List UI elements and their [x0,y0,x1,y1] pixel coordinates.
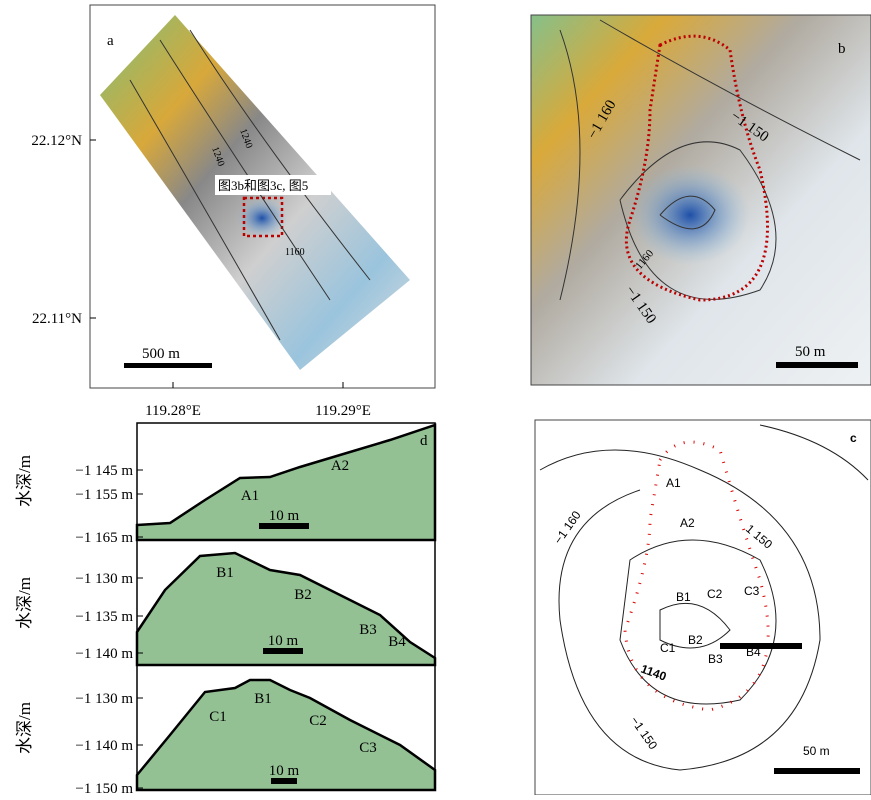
label-b: b [838,41,846,57]
scale-label: 50 m [803,744,830,758]
scale-label: 10 m [269,508,300,524]
point-label: C2 [707,587,723,601]
point-label: B1 [254,691,272,707]
point-label: C3 [744,584,760,598]
y-axis-label: 水深/m [15,577,34,629]
profile-line [720,643,802,649]
scale-label: 10 m [268,633,299,649]
body: {"panel_a":{"label":"a","callout":"图3b和图… [0,0,871,795]
figure: a 图3b和图3c, 图5 1240 1240 1160 500 m 22.12… [0,0,871,795]
y-tick-label: 22.11°N [32,311,82,327]
point-label: A2 [680,516,695,530]
scale-label: 10 m [269,763,300,779]
callout: 图3b和图3c, 图5 [218,178,308,193]
page: body{margin:0;width:871px;height:795px;o… [0,0,871,795]
x-tick-label: 119.29°E [315,403,371,419]
scale-bar [774,768,860,774]
point-label: B2 [294,587,312,603]
scale-label: 500 m [142,346,180,362]
x-tick-label: 119.28°E [145,403,201,419]
y-tick-label: −1 145 m [75,463,133,479]
label-a: a [107,33,114,49]
point-label: C2 [309,713,327,729]
point-label: B1 [216,565,234,581]
point-label: B3 [359,622,377,638]
point-label: A1 [241,488,259,504]
point-label: C3 [359,740,377,756]
point-label: B4 [388,634,406,650]
scale-bar [271,778,297,784]
y-tick-label: −1 135 m [75,609,133,625]
contour-label: 1160 [285,247,305,258]
y-axis-label: 水深/m [15,702,34,754]
label-c: c [850,431,857,445]
scale-bar [263,648,303,654]
y-tick-label: −1 140 m [75,738,133,754]
point-label: A1 [666,476,681,490]
y-tick-label: −1 165 m [75,530,133,546]
y-tick-label: −1 155 m [75,487,133,503]
y-axis-label: 水深/m [15,455,34,507]
point-label: B3 [708,652,723,666]
y-tick-label: −1 150 m [75,781,133,795]
point-label: B4 [746,645,761,659]
point-label: C1 [660,641,676,655]
point-label: B1 [676,590,691,604]
y-tick-label: 22.12°N [31,133,82,149]
scale-bar [124,363,212,368]
label-d: d [420,433,428,449]
point-label: B2 [688,633,703,647]
y-tick-label: −1 140 m [75,646,133,662]
y-tick-label: −1 130 m [75,571,133,587]
point-label: A2 [331,458,349,474]
point-label: C1 [209,709,227,725]
scale-bar [259,523,309,529]
y-tick-label: −1 130 m [75,691,133,707]
scale-bar [776,362,858,368]
scale-label: 50 m [795,344,826,360]
